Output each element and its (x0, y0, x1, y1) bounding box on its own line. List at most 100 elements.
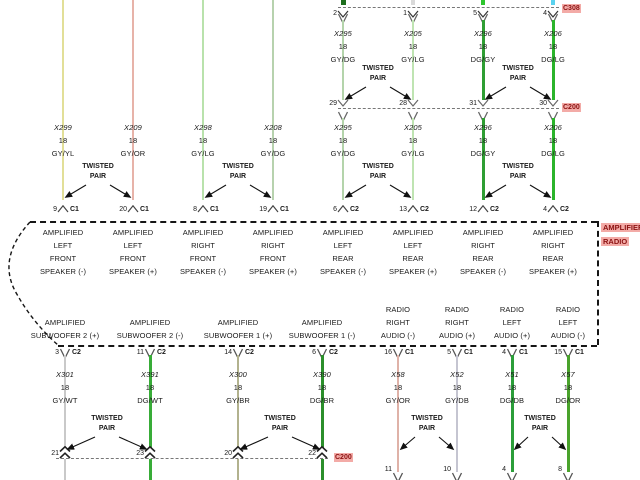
connector-caret-icon (337, 200, 349, 213)
wire-end-chevron-icon (407, 5, 419, 18)
wire-color-code: GY/DB (445, 396, 469, 405)
wire-gauge: 18 (563, 383, 573, 392)
pin-number: 11 (384, 466, 392, 473)
wire-gauge: 18 (393, 383, 403, 392)
twisted-pair-arrows-icon (196, 183, 280, 200)
pin-number: 13 (399, 206, 407, 213)
wire-code: X391 (141, 370, 159, 379)
pin-number: 15 (554, 349, 562, 356)
wire-gauge: 18 (317, 383, 327, 392)
connector-id: C1 (70, 206, 79, 213)
wire-segment (320, 355, 324, 448)
wire-code: X298 (194, 123, 212, 132)
circuit-label: AMPLIFIED SUBWOOFER 2 (-) (116, 318, 184, 340)
wire-color-code: DG/OR (555, 396, 581, 405)
connector-id: C2 (157, 349, 166, 356)
connector-fork-icon (392, 470, 404, 480)
pin-number: 2 (333, 10, 337, 17)
amplifier-radio-label-line2: RADIO (601, 237, 630, 246)
pin-number: 12 (469, 206, 477, 213)
wire-color-code: GY/DG (330, 149, 356, 158)
connector-caret-icon (477, 200, 489, 213)
pin-number: 11 (136, 349, 144, 356)
wire-segment (237, 355, 239, 448)
connector-id: C2 (490, 206, 499, 213)
wire-code: X57 (561, 370, 575, 379)
connector-fork-icon (451, 470, 463, 480)
pin-number: 23 (136, 450, 144, 457)
circuit-label: AMPLIFIED SUBWOOFER 1 (-) (288, 318, 356, 340)
pin-number: 21 (51, 450, 59, 457)
wire-segment (566, 355, 570, 472)
pin-number: 14 (224, 349, 232, 356)
connector-id: C1 (405, 349, 414, 356)
wire-segment (64, 355, 66, 448)
wire-end-chevron-icon (337, 5, 349, 18)
wire-code: X295 (334, 29, 352, 38)
wire-end-chevron-icon (407, 94, 419, 107)
circuit-label: AMPLIFIED SUBWOOFER 2 (+) (30, 318, 100, 340)
twisted-pair-label: TWISTED PAIR (222, 163, 254, 180)
pin-number: 6 (333, 206, 337, 213)
pin-number: 6 (312, 349, 316, 356)
wire-color-code: GY/OR (385, 396, 411, 405)
wire-code: X295 (334, 123, 352, 132)
connector-id: C2 (329, 349, 338, 356)
twisted-pair-arrows-icon (391, 435, 463, 452)
wire-end-chevron-icon (547, 94, 559, 107)
wire-color-code: GY/LG (401, 149, 425, 158)
circuit-label: RADIO RIGHT AUDIO (-) (380, 305, 416, 340)
wire-segment (481, 0, 485, 5)
wire-gauge: 18 (338, 42, 348, 51)
component-box-top-border (30, 221, 597, 223)
twisted-pair-label: TWISTED PAIR (82, 163, 114, 180)
wire-segment (320, 459, 324, 480)
wire-code: X205 (404, 29, 422, 38)
circuit-label: AMPLIFIED RIGHT REAR SPEAKER (+) (529, 228, 577, 276)
twisted-pair-label: TWISTED PAIR (91, 415, 123, 432)
wire-end-chevron-icon (477, 94, 489, 107)
twisted-pair-arrows-icon (58, 435, 156, 452)
wire-gauge: 18 (268, 136, 278, 145)
wire-code: X300 (229, 370, 247, 379)
wire-color-code: GY/BR (226, 396, 250, 405)
wire-code: X206 (544, 29, 562, 38)
wire-code: X206 (544, 123, 562, 132)
double-chevron-icon (232, 445, 244, 459)
wire-segment (397, 355, 399, 472)
pin-number: 3 (55, 349, 59, 356)
component-box-bottom-border (58, 345, 597, 347)
connector-id: C1 (464, 349, 473, 356)
pin-number: 8 (193, 206, 197, 213)
wire-segment (551, 0, 555, 5)
twisted-pair-label: TWISTED PAIR (502, 65, 534, 82)
wire-code: X296 (474, 29, 492, 38)
connector-id: C2 (72, 349, 81, 356)
pin-number: 20 (224, 450, 232, 457)
wire-segment (551, 20, 555, 100)
connector-id: C1 (280, 206, 289, 213)
wire-code: X296 (474, 123, 492, 132)
connector-line-c200-bottom (56, 458, 328, 459)
component-box-left-border (0, 221, 70, 347)
circuit-label: AMPLIFIED LEFT REAR SPEAKER (+) (389, 228, 437, 276)
pin-number: 10 (443, 466, 451, 473)
connector-label-c200-top: C200 (562, 103, 581, 112)
wire-segment (411, 0, 415, 5)
wire-gauge: 18 (58, 136, 68, 145)
double-chevron-icon (316, 445, 328, 459)
wire-gauge: 18 (548, 136, 558, 145)
wire-end-chevron-icon (477, 5, 489, 18)
wire-segment (510, 355, 514, 472)
wire-gauge: 18 (128, 136, 138, 145)
wire-color-code: GY/OR (120, 149, 146, 158)
pin-number: 4 (543, 206, 547, 213)
circuit-label: AMPLIFIED SUBWOOFER 1 (+) (203, 318, 273, 340)
double-chevron-icon (59, 445, 71, 459)
twisted-pair-arrows-icon (336, 85, 420, 102)
twisted-pair-label: TWISTED PAIR (502, 163, 534, 180)
twisted-pair-label: TWISTED PAIR (524, 415, 556, 432)
wire-gauge: 18 (233, 383, 243, 392)
wire-gauge: 18 (478, 136, 488, 145)
